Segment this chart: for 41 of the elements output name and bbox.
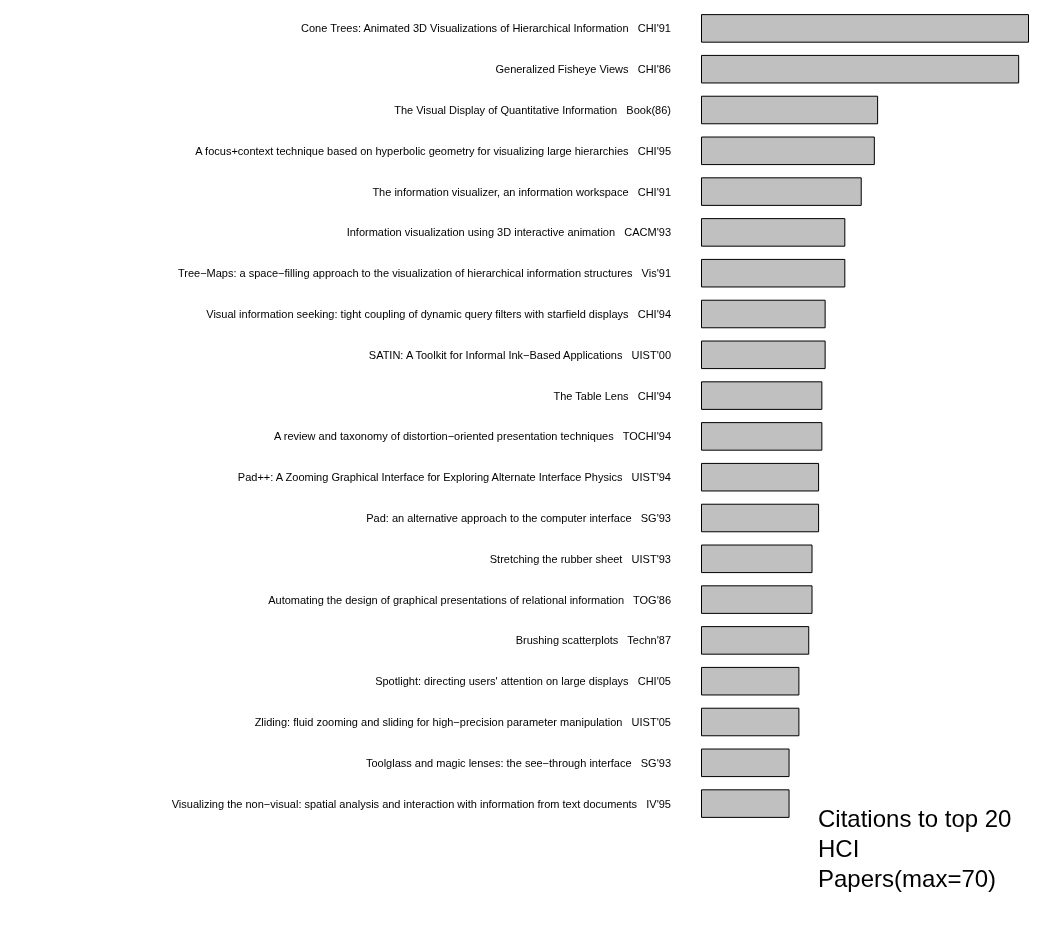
bar [701,585,813,614]
y-tick-label: A review and taxonomy of distortion−oriented presentation techniques TOCHI'94 [273,430,671,443]
y-tick-label: A focus+context technique based on hyperbolic geometry for visualizing large hierarchies CHI'95 [195,144,671,157]
bar [701,666,800,696]
y-tick-label: The information visualizer, an information workspace CHI'91 [372,185,671,198]
y-tick-label: Pad++: A Zooming Graphical Interface for Exploring Alternate Interface Physics UIST'94 [237,471,671,484]
bar [701,340,826,370]
y-tick-label: Visualizing the non−visual: spatial analysis and interaction with information from text documents IV'95 [171,797,671,810]
y-tick-label: Information visualization using 3D interactive animation CACM'93 [346,226,671,239]
text: Citations to top 20 HCI Papers(max=70) [818,804,1019,892]
bar [701,503,820,533]
y-tick-label: Cone Trees: Animated 3D Visualizations of Hierarchical Information CHI'91 [301,22,671,35]
y-tick-label: Pad: an alternative approach to the computer interface SG'93 [366,512,671,524]
bar [701,462,820,492]
bar [701,14,1029,43]
bar [701,258,846,288]
bar [701,95,879,125]
y-tick-label: Tree−Maps: a space−filling approach to the visualization of hierarchical information structures Vis'91 [177,267,671,280]
y-tick-label: Toolglass and magic lenses: the see−through interface SG'93 [365,756,671,769]
y-tick-label: Visual information seeking: tight coupling of dynamic query filters with starfield displays CHI'94 [206,308,671,320]
bar [701,299,826,329]
y-tick-label: Spotlight: directing users' attention on large displays CHI'05 [375,675,671,688]
bar [701,54,1020,84]
y-tick-label: SATIN: A Toolkit for Informal Ink−Based Applications UIST'00 [368,348,671,361]
y-tick-label: Generalized Fisheye Views CHI'86 [495,63,671,76]
bar [701,177,862,206]
bar [701,748,790,778]
bar [701,422,823,451]
y-tick-label: The Table Lens CHI'94 [553,389,671,402]
y-tick-label: Automating the design of graphical presentations of relational information TOG'86 [268,593,671,606]
bar [701,707,800,737]
bar [701,789,790,818]
bar [701,136,875,166]
bar [701,218,846,247]
bar [701,626,810,655]
y-tick-label: Brushing scatterplots Techn'87 [515,634,671,647]
bar [701,544,813,574]
y-tick-label: The Visual Display of Quantitative Information Book(86) [394,104,671,116]
bar [701,381,823,410]
y-tick-label: Zliding: fluid zooming and sliding for high−precision parameter manipulation UIST'05 [254,716,671,728]
y-tick-label: Stretching the rubber sheet UIST'93 [489,552,671,565]
